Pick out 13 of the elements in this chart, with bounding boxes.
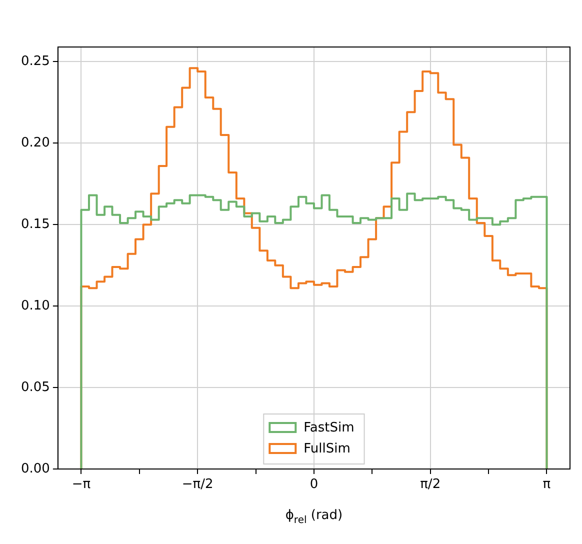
x-tick-label: −π/2 xyxy=(182,476,214,492)
y-tick-label: 0.00 xyxy=(20,461,50,476)
y-tick-label: 0.25 xyxy=(20,54,50,70)
x-tick-label: −π xyxy=(72,476,91,492)
series-label: FullSim xyxy=(304,441,350,456)
x-tick-label: 0 xyxy=(310,476,318,492)
y-tick-label: 0.15 xyxy=(20,216,50,232)
y-tick-label: 0.20 xyxy=(20,136,50,151)
x-tick-label: π/2 xyxy=(420,476,441,492)
y-tick-label: 0.10 xyxy=(20,298,50,314)
x-tick-label: π xyxy=(542,476,551,492)
series-label: FastSim xyxy=(304,420,354,436)
y-tick-label: 0.05 xyxy=(20,380,50,395)
